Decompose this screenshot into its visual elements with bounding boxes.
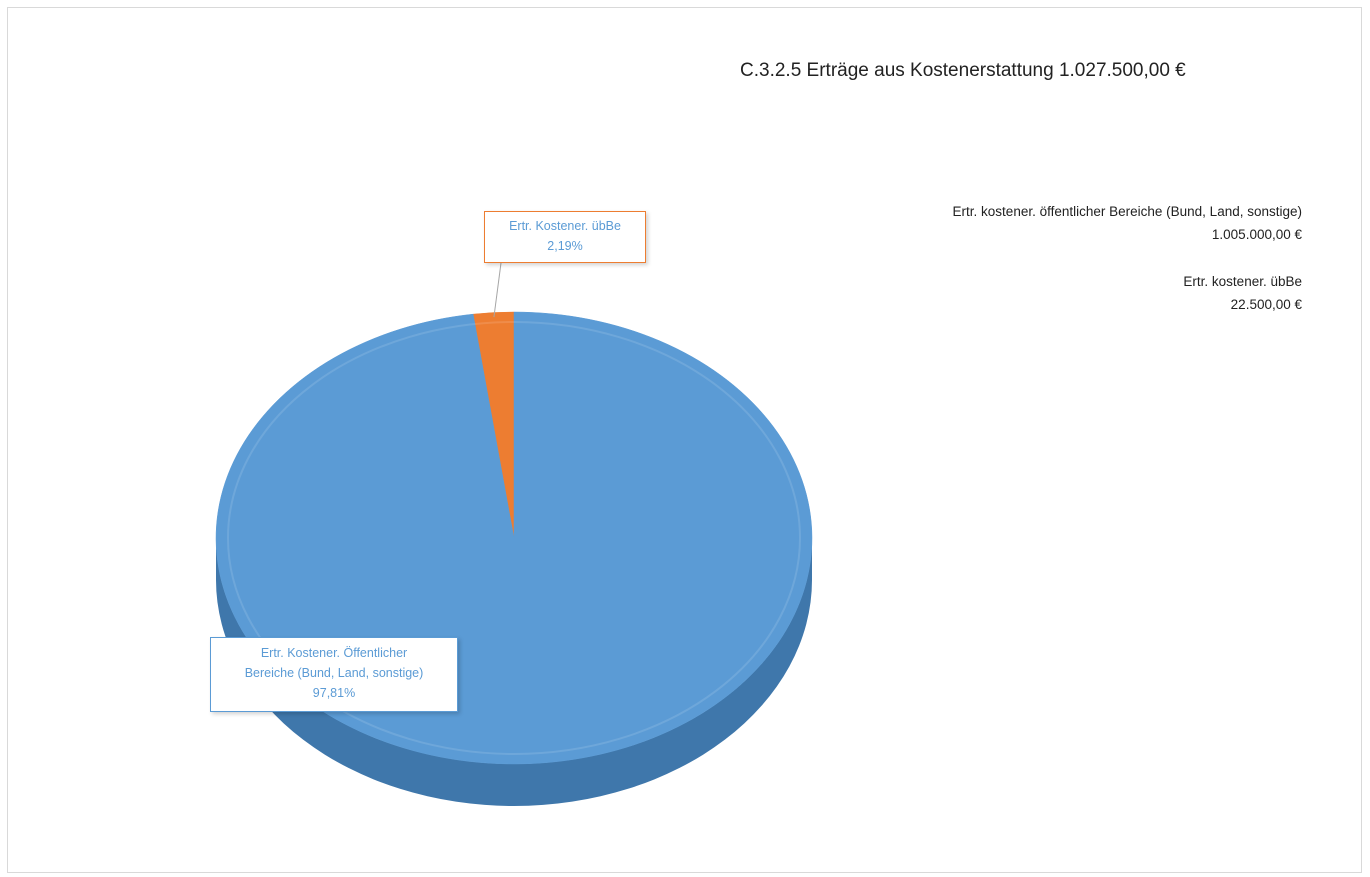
pie-side-wall xyxy=(216,538,812,806)
chart-title: C.3.2.5 Erträge aus Kostenerstattung 1.0… xyxy=(740,60,1186,81)
data-label-percent: 2,19% xyxy=(547,239,583,253)
pie-rim-highlight xyxy=(227,321,801,755)
data-label-percent: 97,81% xyxy=(312,686,356,700)
legend-entry-public: Ertr. kostener. öffentlicher Bereiche (B… xyxy=(953,200,1302,246)
legend-name: Ertr. kostener. übBe xyxy=(1183,274,1302,289)
data-label-name-line2: Bereiche (Bund, Land, sonstige) xyxy=(244,666,424,680)
legend-name: Ertr. kostener. öffentlicher Bereiche (B… xyxy=(952,204,1302,219)
legend-entry-uebbe: Ertr. kostener. übBe 22.500,00 € xyxy=(953,270,1302,316)
legend-amount: 22.500,00 € xyxy=(1230,297,1302,312)
data-label-uebbe: Ertr. Kostener. übBe 2,19% xyxy=(484,211,646,263)
legend-amount: 1.005.000,00 € xyxy=(1211,227,1302,242)
data-label-name: Ertr. Kostener. Öffentlicher xyxy=(260,646,408,660)
data-label-public: Ertr. Kostener. Öffentlicher Bereiche (B… xyxy=(210,637,458,712)
callout-leader-line xyxy=(493,262,502,318)
legend: Ertr. kostener. öffentlicher Bereiche (B… xyxy=(953,200,1302,340)
data-label-name: Ertr. Kostener. übBe xyxy=(509,219,621,233)
